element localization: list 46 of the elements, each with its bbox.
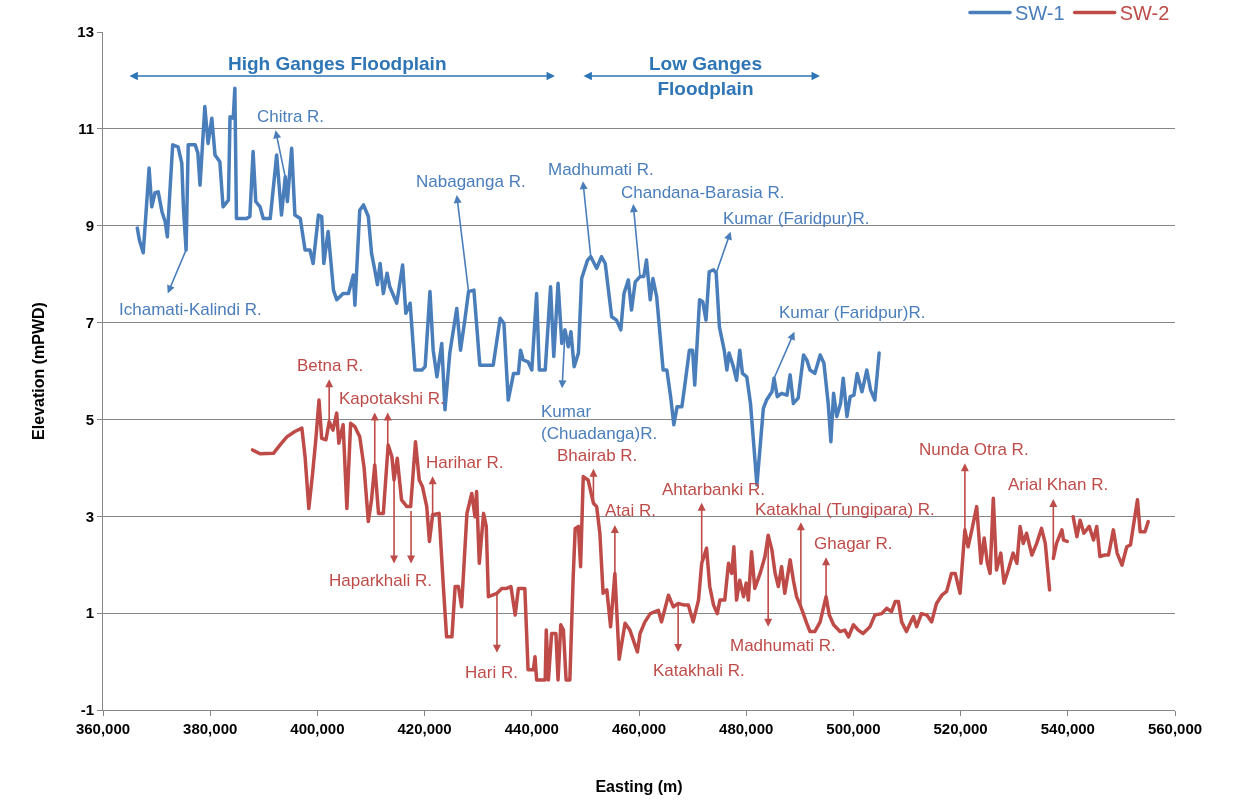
annotation: Ahtarbanki R. [662,480,765,499]
annotation: Nunda Otra R. [919,440,1029,459]
annotation: Kumar (Faridpur)R. [779,303,926,322]
annotation: Madhumati R. [730,636,836,655]
x-tick-label: 400,000 [290,720,345,737]
y-tick-label: 5 [85,410,94,428]
x-axis-title: Easting (m) [595,777,683,795]
x-tick-label: 560,000 [1147,720,1203,737]
x-tick-label: 540,000 [1040,720,1095,737]
annotation: Chitra R. [257,107,325,126]
annotation: Chandana-Barasia R. [621,183,785,202]
x-tick-label: 500,000 [826,720,881,737]
annotation: Kumar (Chuadanga)R. [541,402,658,444]
annotation: Hari R. [465,663,518,682]
annotation: Madhumati R. [548,160,654,179]
y-tick-label: 7 [85,313,94,331]
x-tick-label: 360,000 [75,720,131,737]
annotation: Nabaganga R. [416,172,526,191]
x-tick-label: 480,000 [719,720,774,737]
y-tick-label: 11 [78,120,94,138]
y-tick-label: -1 [80,701,94,719]
annotation: Kumar (Faridpur)R. [723,209,870,228]
x-tick-label: 420,000 [397,720,452,737]
annotation: Ichamati-Kalindi R. [119,300,262,319]
y-tick-label: 9 [85,216,94,234]
annotation: Katakhali R. [653,661,745,680]
annotation: Katakhal (Tungipara) R. [755,500,935,519]
legend-label: SW-2 [1119,2,1170,25]
annotation: Atai R. [605,501,657,520]
x-tick-label: 440,000 [504,720,559,737]
annotation: Betna R. [297,356,364,375]
annotation: Arial Khan R. [1008,475,1109,494]
annotation: Low Ganges Floodplain [649,53,762,99]
annotation: Haparkhali R. [329,571,432,590]
x-tick-label: 380,000 [183,720,238,737]
y-tick-label: 13 [77,23,94,41]
x-tick-label: 460,000 [611,720,667,737]
annotation: Bhairab R. [557,446,638,465]
annotation: Harihar R. [426,453,504,472]
annotation: Ghagar R. [814,534,893,553]
y-axis-title: Elevation (mPWD) [30,302,48,440]
y-tick-label: 1 [85,604,94,622]
legend-label: SW-1 [1015,2,1065,25]
annotation: High Ganges Floodplain [228,53,447,74]
x-tick-label: 520,000 [933,720,988,737]
y-tick-label: 3 [85,507,94,525]
